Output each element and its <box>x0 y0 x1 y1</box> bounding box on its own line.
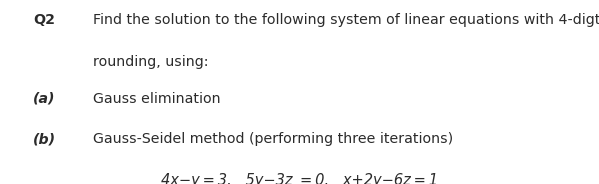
Text: 4x−y = 3,   5y−3z  = 0,   x+2y−6z = 1: 4x−y = 3, 5y−3z = 0, x+2y−6z = 1 <box>161 173 438 184</box>
Text: Q2: Q2 <box>33 13 55 27</box>
Text: Gauss elimination: Gauss elimination <box>93 92 220 106</box>
Text: (b): (b) <box>33 132 56 146</box>
Text: Gauss-Seidel method (performing three iterations): Gauss-Seidel method (performing three it… <box>93 132 453 146</box>
Text: rounding, using:: rounding, using: <box>93 55 208 69</box>
Text: (a): (a) <box>33 92 56 106</box>
Text: Find the solution to the following system of linear equations with 4-digts: Find the solution to the following syste… <box>93 13 599 27</box>
